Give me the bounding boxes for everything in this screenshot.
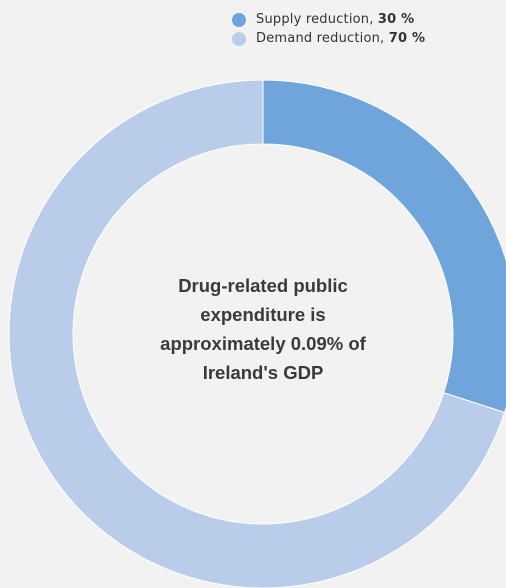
chart-legend: Supply reduction, 30 % Demand reduction,… — [232, 10, 425, 48]
legend-item-demand-reduction: Demand reduction, 70 % — [232, 29, 425, 48]
donut-center-text: Drug-related public expenditure is appro… — [113, 271, 413, 387]
legend-label-demand-reduction: Demand reduction, — [256, 31, 385, 46]
center-text-line-4: Ireland's GDP — [202, 362, 324, 383]
legend-swatch-supply-reduction — [232, 12, 246, 27]
center-text-line-3: approximately 0.09% of — [160, 333, 366, 354]
donut-slice-supply-reduction — [262, 79, 506, 414]
center-text-line-1: Drug-related public — [178, 275, 348, 296]
legend-label-supply-reduction: Supply reduction, — [256, 12, 374, 27]
legend-swatch-demand-reduction — [232, 31, 246, 46]
legend-item-supply-reduction: Supply reduction, 30 % — [232, 10, 425, 29]
donut-slice-demand-reduction — [8, 79, 506, 588]
legend-value-demand-reduction: 70 % — [388, 31, 426, 46]
center-text-line-2: expenditure is — [200, 304, 326, 325]
legend-value-supply-reduction: 30 % — [377, 12, 415, 27]
